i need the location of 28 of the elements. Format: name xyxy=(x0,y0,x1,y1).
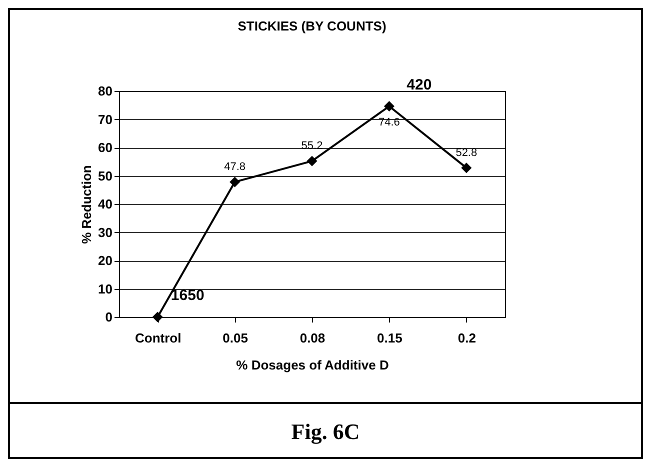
point xyxy=(230,176,240,188)
x-tick-label: 0.08 xyxy=(300,330,326,346)
y-axis-title: % Reduction xyxy=(79,165,94,244)
x-tick-label: 0.2 xyxy=(458,330,476,346)
data-label: 52.8 xyxy=(456,146,478,159)
annotation: 420 xyxy=(406,76,432,94)
caption: Fig. 6C xyxy=(10,402,641,459)
y-tick-label: 70 xyxy=(98,112,112,127)
data-label: 47.8 xyxy=(224,160,246,173)
point xyxy=(152,312,163,322)
y-tick-label: 60 xyxy=(98,140,112,155)
x-tick-label: Control xyxy=(134,330,182,346)
y-tick-label: 20 xyxy=(98,253,112,268)
point xyxy=(461,162,472,174)
x-axis-title: % Dosages of Additive D xyxy=(236,358,389,372)
y-tick-label: 50 xyxy=(98,168,112,184)
x-tick-label: 0.05 xyxy=(222,330,248,346)
point xyxy=(384,101,394,112)
y-tick-label: 40 xyxy=(98,196,112,212)
chart-title: STICKIES (BY COUNTS) xyxy=(238,18,386,34)
y-tick-label: 0 xyxy=(105,310,112,324)
y-tick-label: 80 xyxy=(98,84,112,98)
y-tick-label: 10 xyxy=(98,281,112,296)
y-tick-label: 30 xyxy=(98,224,112,240)
data-label: 74.6 xyxy=(378,116,400,128)
annotation: 1650 xyxy=(170,287,204,304)
point xyxy=(306,156,318,166)
x-tick-label: 0.15 xyxy=(377,330,402,346)
